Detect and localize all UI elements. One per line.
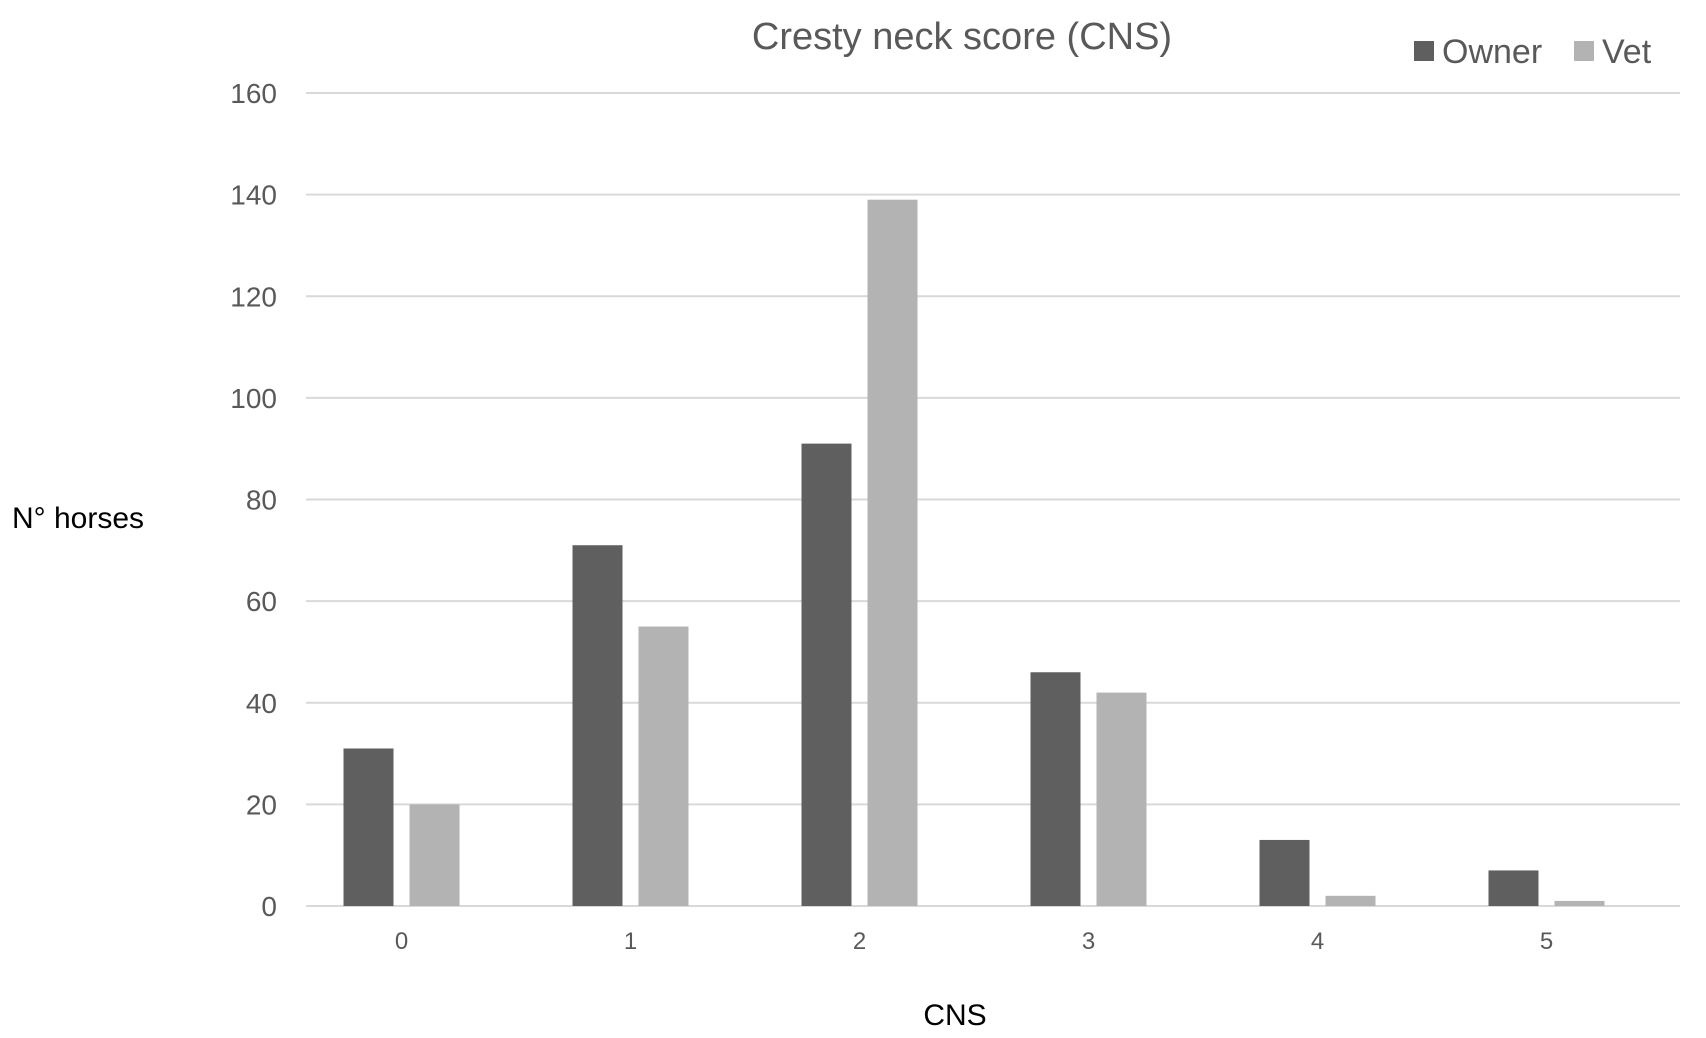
bar-vet-1 <box>638 626 689 906</box>
legend-swatch-vet <box>1574 41 1594 61</box>
x-tick-label: 5 <box>1540 928 1553 955</box>
bar-owner-5 <box>1488 870 1539 906</box>
y-tick-label: 20 <box>246 789 277 820</box>
x-tick-label: 0 <box>395 928 408 955</box>
gridlines <box>306 92 1680 907</box>
chart-title: Cresty neck score (CNS) <box>752 16 1172 58</box>
y-tick-label: 40 <box>246 688 277 719</box>
x-tick-label: 4 <box>1311 928 1324 955</box>
x-tick-label: 3 <box>1082 928 1095 955</box>
x-tick-labels: 0 1 2 3 4 5 <box>395 928 1553 955</box>
legend-label-vet: Vet <box>1602 33 1652 71</box>
bar-vet-2 <box>867 199 918 907</box>
y-tick-labels: 0 20 40 60 80 100 120 140 160 <box>230 78 277 922</box>
bar-owner-1 <box>572 545 623 906</box>
bar-vet-0 <box>409 804 460 906</box>
y-tick-label: 60 <box>246 586 277 617</box>
legend-swatch-owner <box>1414 41 1434 61</box>
y-tick-label: 140 <box>230 180 277 211</box>
x-tick-label: 2 <box>853 928 866 955</box>
bar-vet-4 <box>1325 895 1376 906</box>
x-tick-label: 1 <box>624 928 637 955</box>
y-tick-label: 0 <box>261 891 277 922</box>
bar-owner-4 <box>1259 839 1310 906</box>
bar-owner-3 <box>1030 672 1081 906</box>
bar-vet-5 <box>1554 900 1605 906</box>
y-tick-label: 80 <box>246 485 277 516</box>
x-axis-title: CNS <box>923 999 986 1032</box>
legend: Owner Vet <box>1414 33 1652 71</box>
bar-vet-3 <box>1096 692 1147 906</box>
y-tick-label: 160 <box>230 78 277 109</box>
y-axis-title: N° horses <box>12 502 144 535</box>
bar-owner-2 <box>801 443 852 906</box>
bars <box>343 199 1605 907</box>
legend-label-owner: Owner <box>1442 33 1542 71</box>
bar-owner-0 <box>343 748 394 906</box>
y-tick-label: 120 <box>230 281 277 312</box>
y-tick-label: 100 <box>230 383 277 414</box>
